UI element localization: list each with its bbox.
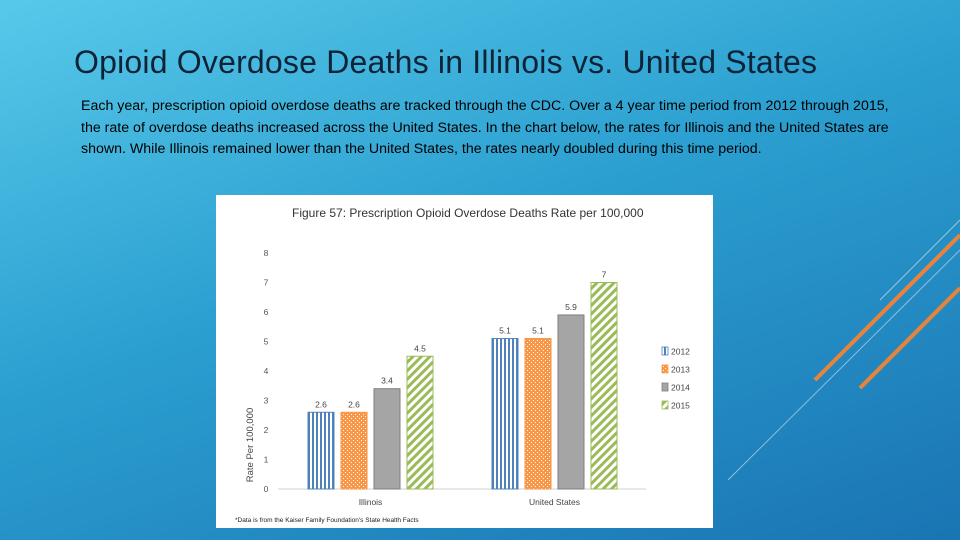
bar-2015-united-states — [590, 282, 618, 490]
bar-2014-illinois — [373, 388, 401, 490]
bar-2013-united-states — [524, 338, 552, 490]
bar-2012-united-states — [491, 338, 519, 490]
data-label: 2.6 — [348, 399, 360, 409]
chart-image: Figure 57: Prescription Opioid Overdose … — [216, 195, 713, 528]
y-axis-label: Rate Per 100,000 — [245, 408, 256, 482]
data-label: 5.1 — [499, 326, 511, 336]
legend-label-2013: 2013 — [671, 365, 690, 375]
legend-swatch-2013 — [661, 364, 669, 374]
y-tick-label: 2 — [264, 425, 269, 435]
chart-title: Figure 57: Prescription Opioid Overdose … — [292, 206, 644, 220]
y-tick-label: 4 — [264, 366, 269, 376]
legend-swatch-2014 — [661, 382, 669, 392]
data-label: 5.9 — [565, 302, 577, 312]
slide-title: Opioid Overdose Deaths in Illinois vs. U… — [74, 44, 818, 80]
data-label: 2.6 — [315, 399, 327, 409]
legend-swatch-2012 — [661, 346, 669, 356]
data-label: 4.5 — [414, 343, 426, 353]
y-tick-label: 8 — [264, 248, 269, 258]
y-tick-label: 1 — [264, 455, 269, 465]
chart-footnote: *Data is from the Kaiser Family Foundati… — [235, 517, 419, 524]
bar-2012-illinois — [307, 411, 335, 490]
bar-chart: Figure 57: Prescription Opioid Overdose … — [235, 206, 690, 524]
legend-label-2015: 2015 — [671, 401, 690, 411]
slide-body-text: Each year, prescription opioid overdose … — [81, 98, 889, 157]
legend-label-2012: 2012 — [671, 347, 690, 357]
bar-2015-illinois — [406, 355, 434, 490]
legend-swatch-2015 — [661, 400, 669, 410]
x-category-label: Illinois — [359, 497, 383, 507]
y-tick-label: 3 — [264, 396, 269, 406]
legend-label-2014: 2014 — [671, 383, 690, 393]
data-label: 7 — [602, 270, 607, 280]
data-label: 3.4 — [381, 376, 393, 386]
y-tick-label: 7 — [264, 278, 269, 288]
y-tick-label: 5 — [264, 337, 269, 347]
y-tick-label: 0 — [264, 484, 269, 494]
bar-2013-illinois — [340, 411, 368, 490]
bar-2014-united-states — [557, 314, 585, 490]
x-category-label: United States — [529, 497, 580, 507]
data-label: 5.1 — [532, 326, 544, 336]
y-tick-label: 6 — [264, 307, 269, 317]
